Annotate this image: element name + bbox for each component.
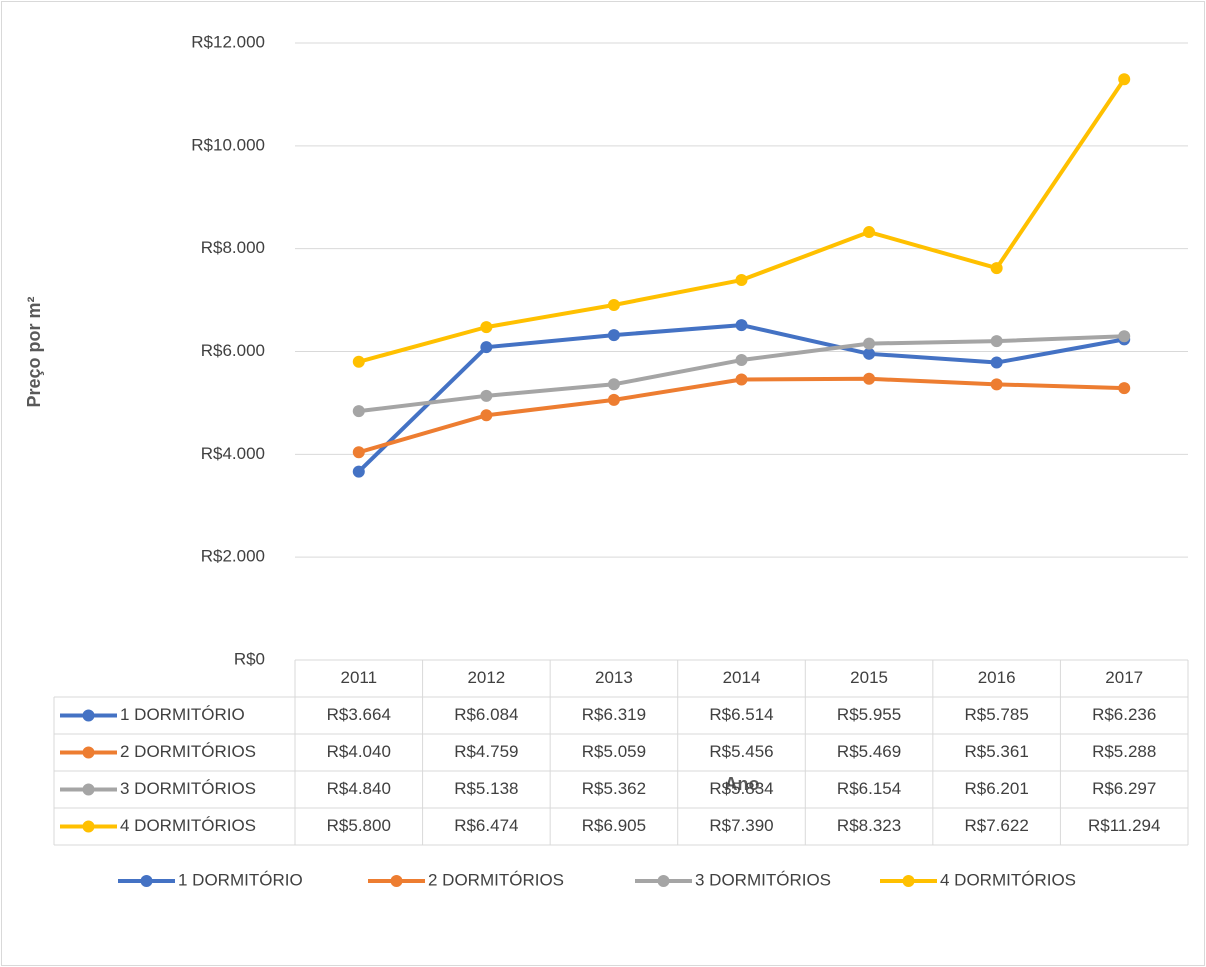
x-axis-title: Ano [725, 774, 760, 794]
point [480, 409, 493, 422]
table-key-marker [82, 820, 95, 833]
table-value: R$4.759 [454, 742, 518, 761]
table-value: R$3.664 [327, 705, 391, 724]
table-value: R$6.236 [1092, 705, 1156, 724]
point [990, 335, 1003, 348]
table-key-marker [82, 783, 95, 796]
table-value: R$6.319 [582, 705, 646, 724]
legend-label: 4 DORMITÓRIOS [940, 870, 1076, 889]
point [1118, 382, 1131, 395]
point [480, 321, 493, 334]
table-value: R$6.201 [965, 779, 1029, 798]
table-value: R$6.905 [582, 816, 646, 835]
table-key-marker [82, 746, 95, 759]
point [735, 354, 748, 367]
table-value: R$5.456 [709, 742, 773, 761]
point [863, 347, 876, 360]
table-value: R$6.474 [454, 816, 518, 835]
point [607, 393, 620, 406]
table-value: R$6.297 [1092, 779, 1156, 798]
point [352, 355, 365, 368]
y-tick-label: R$10.000 [191, 135, 265, 154]
x-tick-label: 2012 [467, 668, 505, 687]
point [863, 372, 876, 385]
point [990, 378, 1003, 391]
point [735, 274, 748, 287]
y-tick-label: R$2.000 [201, 547, 265, 566]
table-value: R$5.955 [837, 705, 901, 724]
point [1118, 73, 1131, 86]
table-value: R$5.288 [1092, 742, 1156, 761]
point [735, 373, 748, 386]
table-value: R$6.154 [837, 779, 901, 798]
table-key-label: 2 DORMITÓRIOS [120, 742, 256, 761]
legend-label: 1 DORMITÓRIO [178, 870, 303, 889]
y-tick-label: R$0 [234, 649, 265, 668]
point [480, 341, 493, 354]
y-tick-label: R$4.000 [201, 444, 265, 463]
point [1118, 330, 1131, 343]
point [352, 405, 365, 418]
point [352, 465, 365, 478]
table-value: R$8.323 [837, 816, 901, 835]
x-tick-label: 2017 [1105, 668, 1143, 687]
table-value: R$11.294 [1088, 816, 1160, 835]
table-value: R$5.834 [709, 779, 773, 798]
point [480, 389, 493, 402]
x-tick-label: 2015 [850, 668, 888, 687]
table-value: R$7.622 [965, 816, 1029, 835]
point [607, 298, 620, 311]
table-value: R$5.785 [965, 705, 1029, 724]
table-value: R$5.469 [837, 742, 901, 761]
table-value: R$5.059 [582, 742, 646, 761]
table-value: R$4.840 [327, 779, 391, 798]
table-value: R$6.084 [454, 705, 518, 724]
point [735, 319, 748, 332]
table-key-label: 4 DORMITÓRIOS [120, 816, 256, 835]
point [990, 356, 1003, 369]
table-value: R$5.361 [965, 742, 1029, 761]
point [607, 378, 620, 391]
point [863, 337, 876, 350]
y-axis-title: Preço por m² [24, 296, 44, 407]
legend-marker [140, 875, 153, 887]
table-key-marker [82, 709, 95, 722]
y-tick-label: R$8.000 [201, 238, 265, 257]
legend-label: 2 DORMITÓRIOS [428, 870, 564, 889]
x-tick-label: 2014 [723, 668, 761, 687]
table-value: R$5.362 [582, 779, 646, 798]
point [352, 446, 365, 459]
table-key-label: 3 DORMITÓRIOS [120, 779, 256, 798]
legend-marker [902, 875, 915, 887]
y-tick-label: R$12.000 [191, 32, 265, 51]
table-value: R$5.800 [327, 816, 391, 835]
point [990, 262, 1003, 275]
x-tick-label: 2016 [978, 668, 1016, 687]
legend-marker [390, 875, 403, 887]
point [863, 226, 876, 239]
legend-marker [657, 875, 670, 887]
table-value: R$5.138 [454, 779, 518, 798]
table-value: R$7.390 [709, 816, 773, 835]
table-key-label: 1 DORMITÓRIO [120, 705, 245, 724]
table-value: R$4.040 [327, 742, 391, 761]
table-value: R$6.514 [709, 705, 773, 724]
legend-label: 3 DORMITÓRIOS [695, 870, 831, 889]
y-tick-label: R$6.000 [201, 341, 265, 360]
x-tick-label: 2011 [341, 668, 378, 687]
point [607, 329, 620, 342]
x-tick-label: 2013 [595, 668, 633, 687]
